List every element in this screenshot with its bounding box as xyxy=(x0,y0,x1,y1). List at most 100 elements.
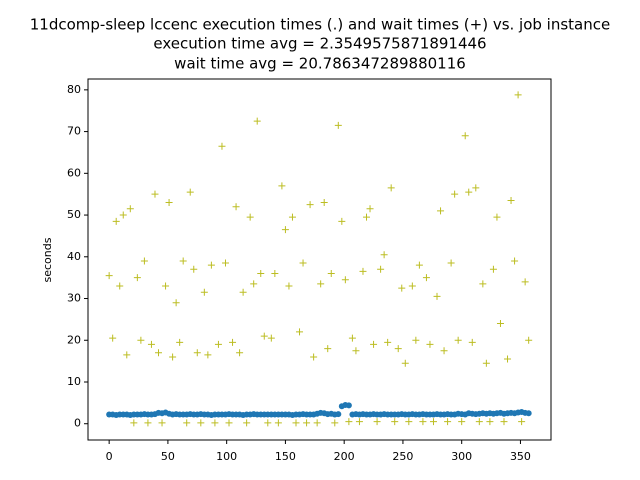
wait-time-point xyxy=(461,132,469,140)
wait-time-point xyxy=(391,418,399,426)
chart-subtitle: wait time avg = 20.786347289880116 xyxy=(174,55,466,73)
wait-time-point xyxy=(299,259,307,267)
wait-time-point xyxy=(359,267,367,275)
wait-time-point xyxy=(274,419,282,427)
wait-time-point xyxy=(288,213,296,221)
wait-time-point xyxy=(444,418,452,426)
wait-time-point xyxy=(468,338,476,346)
wait-time-point xyxy=(475,418,483,426)
wait-time-point xyxy=(285,282,293,290)
wait-time-point xyxy=(489,265,497,273)
wait-time-point xyxy=(112,217,120,225)
wait-time-point xyxy=(190,265,198,273)
wait-time-point xyxy=(327,269,335,277)
wait-time-point xyxy=(511,257,519,265)
wait-time-point xyxy=(133,274,141,282)
wait-time-point xyxy=(412,336,420,344)
wait-time-point xyxy=(130,419,138,427)
wait-time-point xyxy=(207,261,215,269)
wait-time-point xyxy=(147,340,155,348)
wait-time-point xyxy=(451,190,459,198)
wait-time-point xyxy=(525,336,533,344)
wait-time-point xyxy=(137,336,145,344)
wait-time-point xyxy=(422,274,430,282)
execution-time-point xyxy=(335,411,342,418)
wait-time-point xyxy=(105,272,113,280)
wait-time-point xyxy=(380,251,388,259)
wait-time-point xyxy=(140,257,148,265)
x-tick-label: 100 xyxy=(216,450,237,463)
x-tick-label: 0 xyxy=(106,450,113,463)
x-tick-label: 50 xyxy=(161,450,175,463)
wait-time-point xyxy=(429,418,437,426)
wait-time-point xyxy=(398,284,406,292)
x-tick-label: 200 xyxy=(334,450,355,463)
wait-time-point xyxy=(500,418,508,426)
y-tick-label: 30 xyxy=(67,292,81,305)
y-tick-label: 50 xyxy=(67,208,81,221)
wait-time-point xyxy=(193,349,201,357)
wait-time-point xyxy=(260,332,268,340)
wait-time-point xyxy=(458,418,466,426)
wait-time-point xyxy=(183,419,191,427)
wait-time-point xyxy=(454,336,462,344)
wait-time-point xyxy=(144,419,152,427)
wait-time-point xyxy=(246,213,254,221)
wait-time-point xyxy=(264,419,272,427)
wait-time-point xyxy=(296,328,304,336)
y-tick-label: 0 xyxy=(74,417,81,430)
wait-time-point xyxy=(373,418,381,426)
wait-time-point xyxy=(225,419,233,427)
wait-time-point xyxy=(486,418,494,426)
wait-time-point xyxy=(236,349,244,357)
wait-time-point xyxy=(437,207,445,215)
wait-time-point xyxy=(278,182,286,190)
wait-time-point xyxy=(221,259,229,267)
wait-time-point xyxy=(271,269,279,277)
wait-time-point xyxy=(303,419,311,427)
wait-time-point xyxy=(331,419,339,427)
x-tick-label: 350 xyxy=(510,450,531,463)
wait-time-point xyxy=(426,340,434,348)
plot-frame xyxy=(87,78,552,441)
chart-title: 11dcomp-sleep lccenc execution times (.)… xyxy=(30,16,610,34)
wait-time-point xyxy=(186,188,194,196)
wait-time-point xyxy=(218,142,226,150)
x-tick-label: 300 xyxy=(451,450,472,463)
wait-time-point xyxy=(109,334,117,342)
wait-time-point xyxy=(419,418,427,426)
wait-time-point xyxy=(341,276,349,284)
wait-time-point xyxy=(440,347,448,355)
wait-time-point xyxy=(162,282,170,290)
wait-time-point xyxy=(200,288,208,296)
wait-time-point xyxy=(169,353,177,361)
wait-time-point xyxy=(363,213,371,221)
wait-time-point xyxy=(415,261,423,269)
x-tick-label: 250 xyxy=(392,450,413,463)
wait-time-point xyxy=(521,278,529,286)
wait-time-point xyxy=(465,188,473,196)
wait-time-point xyxy=(119,211,127,219)
wait-time-point xyxy=(165,199,173,207)
wait-time-point xyxy=(310,353,318,361)
wait-time-point xyxy=(447,259,455,267)
wait-time-point xyxy=(253,117,261,125)
wait-time-point xyxy=(387,184,395,192)
wait-time-point xyxy=(123,351,131,359)
wait-time-point xyxy=(408,282,416,290)
wait-time-point xyxy=(281,226,289,234)
wait-time-point xyxy=(514,91,522,99)
wait-time-point xyxy=(493,213,501,221)
wait-time-point xyxy=(250,280,258,288)
wait-time-point xyxy=(197,419,205,427)
wait-time-point xyxy=(126,205,134,213)
y-tick-label: 60 xyxy=(67,166,81,179)
wait-time-point xyxy=(405,418,413,426)
wait-time-point xyxy=(377,265,385,273)
wait-time-point xyxy=(518,418,526,426)
wait-time-point xyxy=(155,349,163,357)
wait-time-point xyxy=(334,121,342,129)
